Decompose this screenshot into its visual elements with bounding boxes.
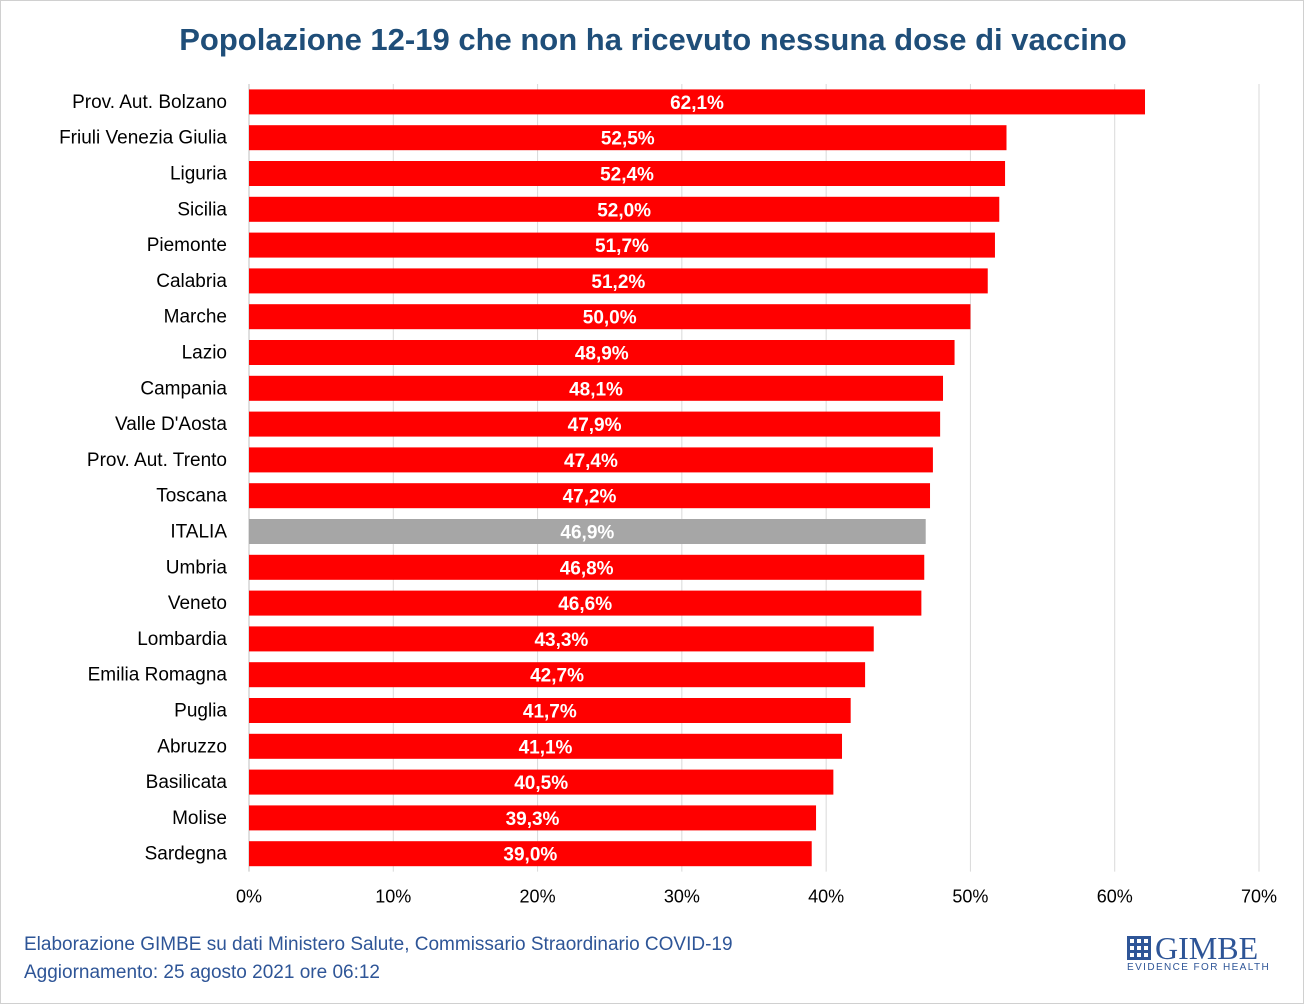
data-label: 47,4%: [564, 451, 618, 472]
category-label: Lazio: [182, 343, 227, 364]
category-label: Umbria: [166, 557, 228, 578]
x-tick-label: 70%: [1241, 887, 1277, 907]
data-label: 52,4%: [600, 165, 654, 186]
x-tick-label: 30%: [664, 887, 700, 907]
footer-source-rest: su dati Ministero Salute, Commissario St…: [201, 934, 733, 955]
x-tick-label: 50%: [952, 887, 988, 907]
data-label: 39,0%: [503, 845, 557, 866]
category-label: Sicilia: [177, 199, 227, 220]
bar: [249, 841, 812, 867]
gimbe-logo: GIMBE EVIDENCE FOR HEALTH: [1127, 930, 1271, 978]
category-label: Sardegna: [145, 844, 228, 865]
category-label: Campania: [140, 378, 227, 399]
data-label: 62,1%: [670, 93, 724, 114]
data-label: 48,1%: [569, 379, 623, 400]
bar: [249, 304, 971, 330]
x-tick-label: 0%: [236, 887, 262, 907]
gimbe-logo-tagline: EVIDENCE FOR HEALTH: [1127, 962, 1271, 973]
bar: [249, 232, 995, 258]
data-label: 50,0%: [583, 308, 637, 329]
bar: [249, 554, 925, 580]
data-label: 51,7%: [595, 236, 649, 257]
bar: [249, 805, 817, 831]
category-label: Molise: [172, 808, 227, 829]
bar: [249, 483, 931, 509]
data-label: 47,9%: [568, 415, 622, 436]
x-tick-label: 60%: [1097, 887, 1133, 907]
footer-source: Elaborazione GIMBE su dati Ministero Sal…: [24, 934, 733, 956]
bar: [249, 626, 874, 652]
bar: [249, 519, 926, 544]
category-label: Toscana: [156, 486, 227, 507]
data-label: 46,6%: [558, 594, 612, 615]
bar: [249, 161, 1006, 186]
data-label: 52,5%: [601, 129, 655, 150]
footer-source-prefix: Elaborazione GIMBE: [24, 934, 202, 955]
bar: [249, 769, 834, 795]
category-label: ITALIA: [170, 522, 227, 543]
category-label: Valle D'Aosta: [115, 414, 227, 435]
category-label: Prov. Aut. Bolzano: [72, 92, 227, 113]
bar: [249, 125, 1007, 151]
data-label: 41,1%: [519, 737, 573, 758]
category-label: Abruzzo: [157, 736, 227, 757]
bar: [249, 662, 866, 688]
x-tick-label: 20%: [520, 887, 556, 907]
data-label: 40,5%: [514, 773, 568, 794]
data-label: 51,2%: [591, 272, 645, 293]
x-tick-label: 10%: [375, 887, 411, 907]
bar: [249, 733, 843, 759]
gimbe-logo-word: GIMBE: [1155, 930, 1259, 966]
category-label: Puglia: [174, 701, 227, 722]
bar: [249, 590, 922, 616]
gimbe-logo-mark-icon: [1127, 936, 1151, 960]
data-label: 43,3%: [534, 630, 588, 651]
bar: [249, 375, 944, 401]
category-label: Calabria: [156, 271, 227, 292]
chart-title: Popolazione 12-19 che non ha ricevuto ne…: [179, 22, 1127, 57]
data-label: 48,9%: [575, 344, 629, 365]
bar: [249, 89, 1146, 115]
data-label: 42,7%: [530, 666, 584, 687]
footer-updated: Aggiornamento: 25 agosto 2021 ore 06:12: [24, 962, 380, 983]
data-label: 47,2%: [563, 487, 617, 508]
bar: [249, 268, 988, 294]
bar: [249, 340, 955, 365]
data-label: 52,0%: [597, 200, 651, 221]
data-label: 39,3%: [506, 809, 560, 830]
bar: [249, 411, 941, 437]
category-label: Emilia Romagna: [88, 665, 228, 686]
category-label: Veneto: [168, 593, 227, 614]
category-label: Lombardia: [137, 629, 227, 650]
data-label: 41,7%: [523, 702, 577, 723]
category-label: Piemonte: [147, 235, 227, 256]
category-label: Prov. Aut. Trento: [87, 450, 227, 471]
category-label: Basilicata: [146, 772, 228, 793]
data-label: 46,9%: [560, 523, 614, 544]
data-label: 46,8%: [560, 558, 614, 579]
category-label: Liguria: [170, 164, 227, 185]
category-label: Friuli Venezia Giulia: [59, 128, 227, 149]
bar: [249, 447, 933, 473]
x-tick-label: 40%: [808, 887, 844, 907]
category-label: Marche: [164, 307, 227, 328]
bar: [249, 698, 851, 723]
bar: [249, 196, 1000, 222]
